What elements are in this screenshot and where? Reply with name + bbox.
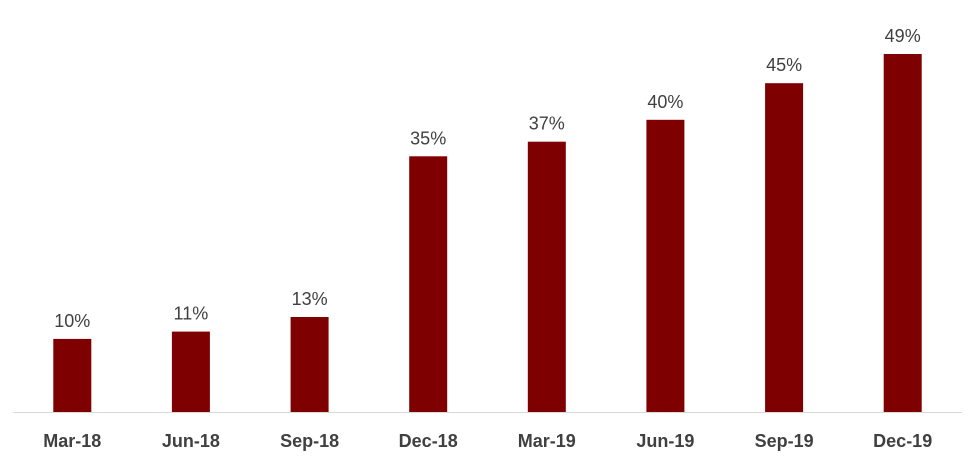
data-label-jun-18: 11% (174, 304, 209, 324)
data-label-sep-18: 13% (292, 289, 328, 309)
tick-label-dec-19: Dec-19 (873, 431, 932, 451)
tick-label-mar-19: Mar-19 (518, 431, 576, 451)
bar-dec-19 (883, 54, 922, 412)
bar-jun-19 (646, 119, 685, 413)
tick-label-sep-18: Sep-18 (280, 431, 339, 451)
bar-mar-19 (527, 141, 566, 412)
bar-mar-18 (53, 338, 92, 412)
bars-group (53, 54, 922, 413)
data-label-dec-19: 49% (885, 26, 921, 46)
tick-label-dec-18: Dec-18 (399, 431, 458, 451)
tick-labels-group: Mar-18 Jun-18 Sep-18 Dec-18 Mar-19 Jun-19 Sep-… (43, 431, 932, 451)
data-labels-group: 10% 11% 13% 35% 37% 40% 45% 49% (54, 26, 920, 331)
bar-sep-19 (765, 83, 804, 412)
data-label-mar-18: 10% (54, 311, 90, 331)
data-label-dec-18: 35% (410, 128, 446, 148)
tick-label-sep-19: Sep-19 (755, 431, 814, 451)
bar-sep-18 (290, 317, 329, 412)
bar-jun-18 (171, 331, 210, 412)
data-label-sep-19: 45% (766, 55, 802, 75)
tick-label-jun-19: Jun-19 (636, 431, 694, 451)
data-label-jun-19: 40% (647, 92, 683, 112)
tick-label-mar-18: Mar-18 (43, 431, 101, 451)
tick-label-jun-18: Jun-18 (162, 431, 220, 451)
bar-dec-18 (409, 156, 448, 412)
data-label-mar-19: 37% (529, 114, 565, 134)
